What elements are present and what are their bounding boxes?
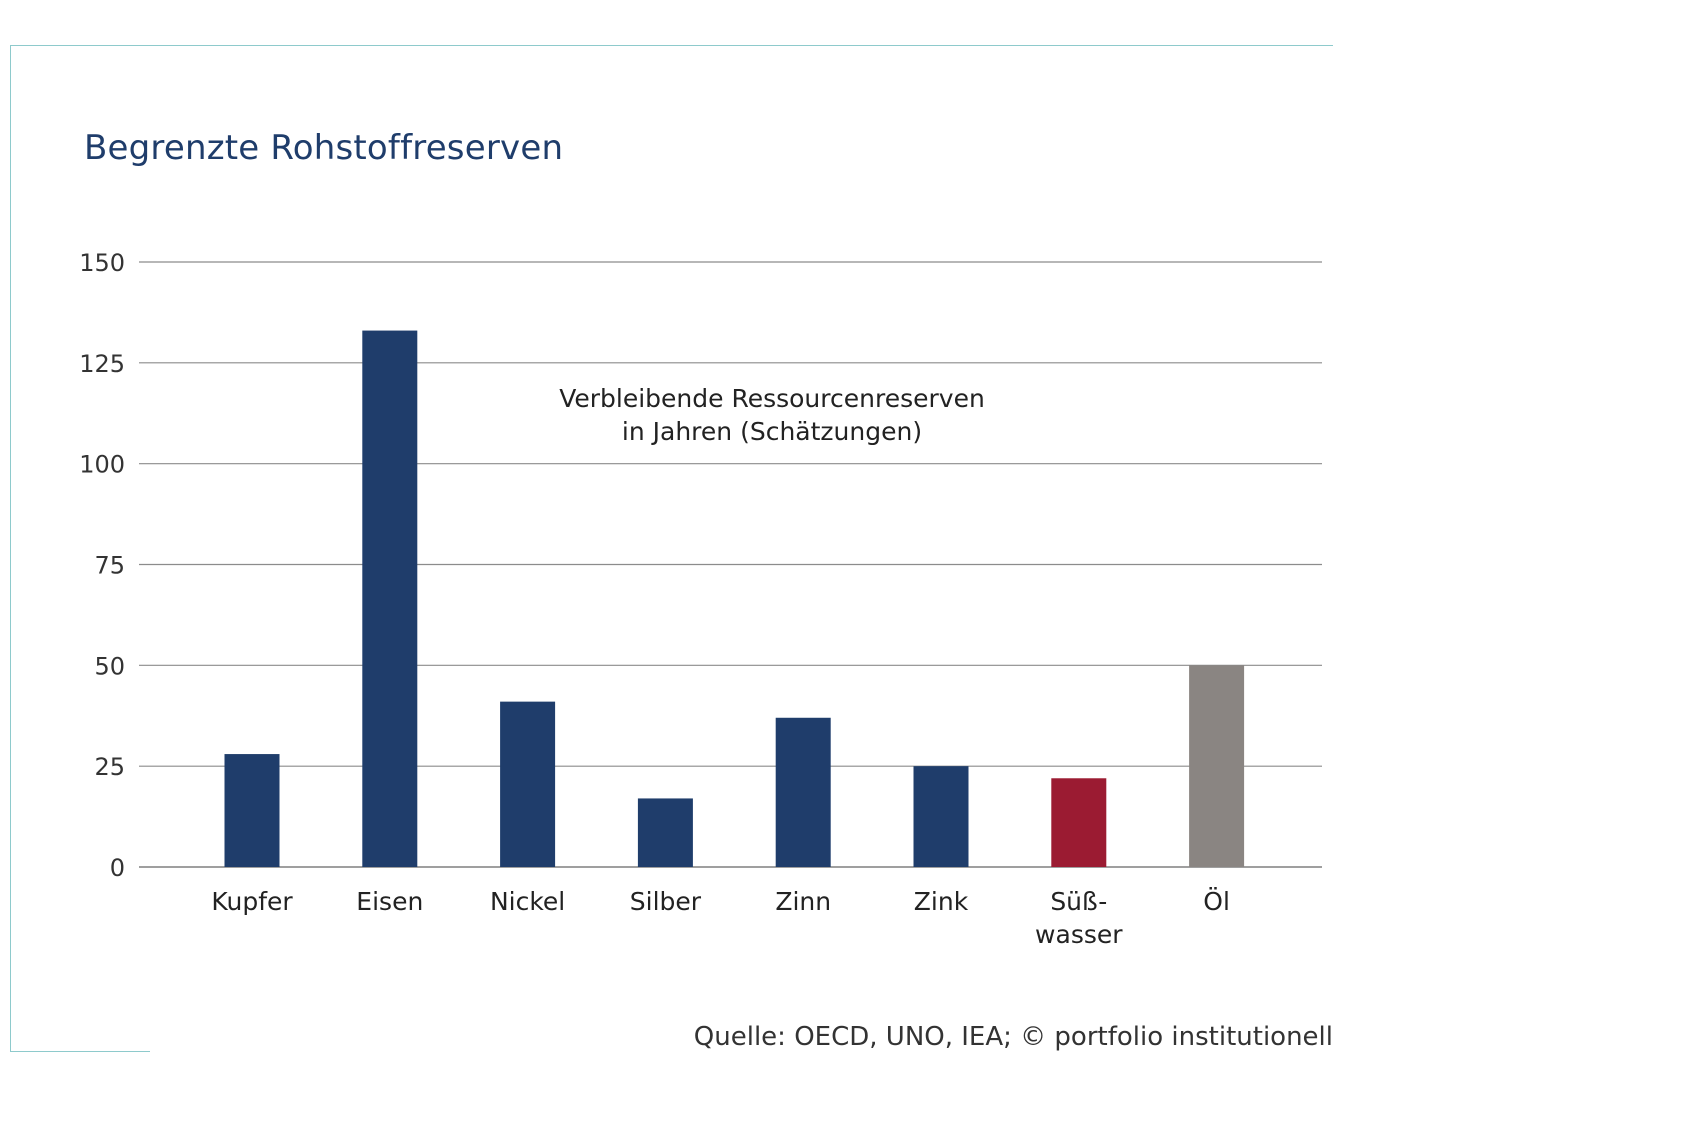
y-tick-label: 50 <box>94 652 125 680</box>
x-category-label: Öl <box>1203 887 1230 916</box>
frame-left-line <box>10 45 11 1051</box>
bar-6 <box>1051 778 1107 867</box>
frame-bottom-line <box>10 1051 150 1052</box>
x-category-label: Zink <box>914 887 969 916</box>
x-category-label: Silber <box>630 887 702 916</box>
bar-0 <box>224 754 280 867</box>
chart-annotation-line: in Jahren (Schätzungen) <box>622 417 922 446</box>
bar-2 <box>500 701 556 867</box>
x-category-label: Nickel <box>490 887 565 916</box>
bar-1 <box>362 330 418 868</box>
x-category-label: Zinn <box>775 887 831 916</box>
y-tick-label: 75 <box>94 552 125 580</box>
y-tick-label: 25 <box>94 753 125 781</box>
bar-3 <box>637 798 693 867</box>
x-category-label: Eisen <box>356 887 423 916</box>
source-note: Quelle: OECD, UNO, IEA; © portfolio inst… <box>693 1022 1333 1052</box>
y-tick-label: 0 <box>110 854 125 882</box>
x-category-label: Kupfer <box>211 887 293 916</box>
x-category-label: Süß-wasser <box>1035 887 1123 949</box>
bar-7 <box>1189 665 1245 867</box>
bar-5 <box>913 766 969 867</box>
chart-annotation-line: Verbleibende Ressourcenreserven <box>559 384 985 413</box>
y-tick-label: 100 <box>79 451 125 479</box>
bar-4 <box>775 717 831 867</box>
y-tick-label: 125 <box>79 350 125 378</box>
y-tick-label: 150 <box>79 249 125 277</box>
chart-title: Begrenzte Rohstoffreserven <box>84 128 564 168</box>
frame-top-line <box>10 45 1333 46</box>
